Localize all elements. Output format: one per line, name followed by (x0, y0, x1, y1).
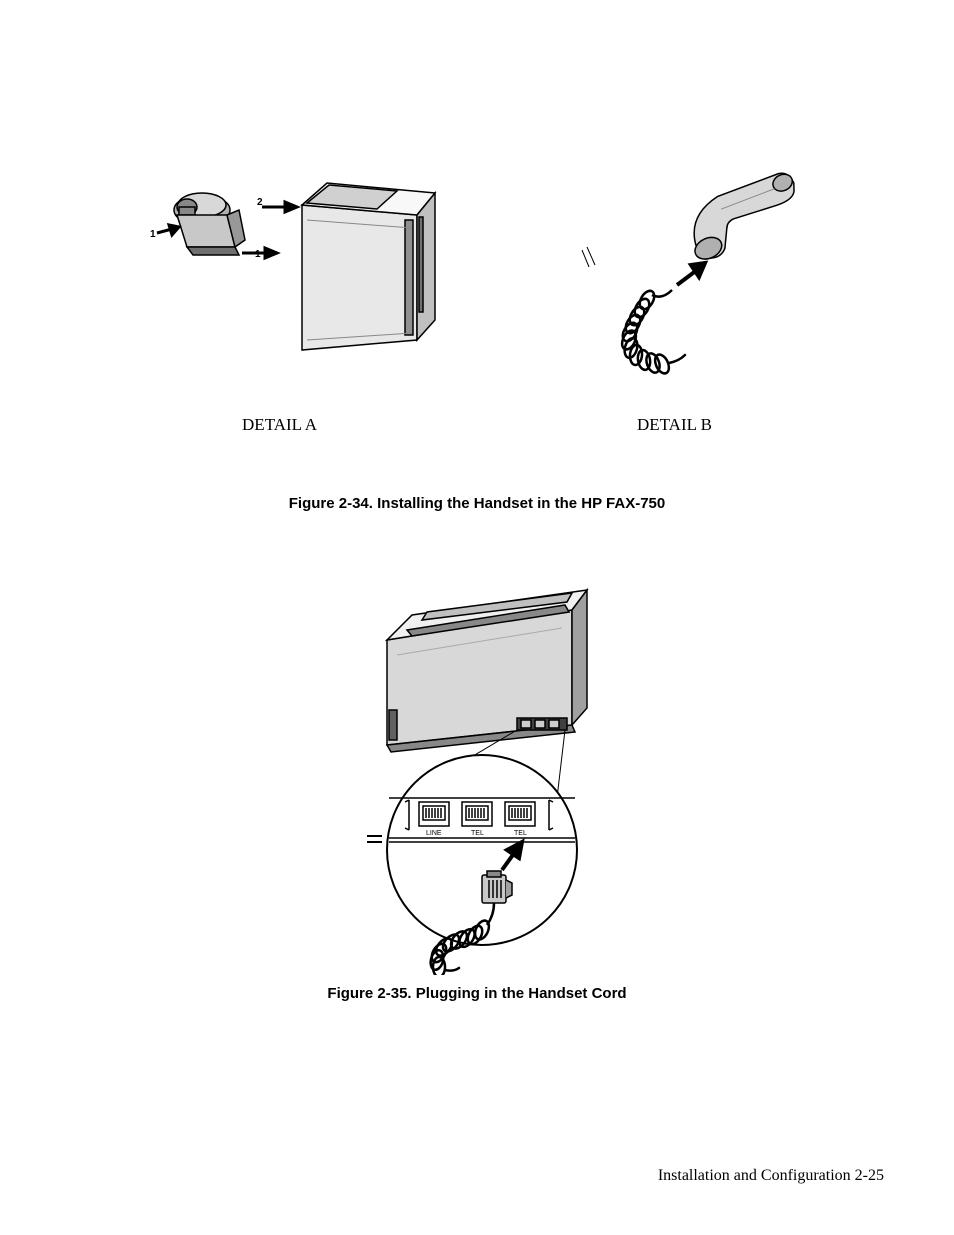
detail-b-label: DETAIL B (637, 415, 712, 435)
figure-2-section: LINE TEL TEL (0, 580, 954, 1002)
port-line-label: LINE (426, 830, 442, 837)
detail-labels-row: DETAIL A DETAIL B (0, 415, 954, 435)
detail-a-illustration: 2 1 1 (147, 155, 437, 365)
annotation-1b: 1 (255, 249, 261, 260)
detail-a-label: DETAIL A (242, 415, 317, 435)
fax-machine-detail-a-icon: 2 1 1 (147, 155, 437, 365)
illustrations-row: 2 1 1 (0, 155, 954, 375)
port-tel2-label: TEL (514, 830, 527, 837)
annotation-2: 2 (257, 197, 263, 208)
handset-cord-icon (577, 155, 807, 375)
fax-rear-ports-icon: LINE TEL TEL (347, 580, 607, 975)
plugging-cord-illustration: LINE TEL TEL (347, 580, 607, 975)
page-footer: Installation and Configuration 2-25 (658, 1167, 884, 1185)
detail-b-illustration (577, 155, 807, 375)
annotation-1a: 1 (150, 229, 156, 240)
figure-1-caption: Figure 2-34. Installing the Handset in t… (0, 495, 954, 512)
figure-1-section: 2 1 1 (0, 155, 954, 512)
page-container: 2 1 1 (0, 0, 954, 1235)
figure-2-caption: Figure 2-35. Plugging in the Handset Cor… (0, 985, 954, 1002)
port-tel1-label: TEL (471, 830, 484, 837)
